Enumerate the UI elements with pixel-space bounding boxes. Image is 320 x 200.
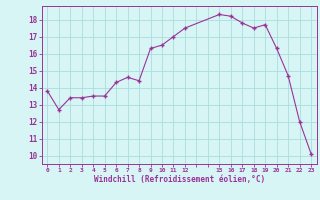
X-axis label: Windchill (Refroidissement éolien,°C): Windchill (Refroidissement éolien,°C) (94, 175, 265, 184)
